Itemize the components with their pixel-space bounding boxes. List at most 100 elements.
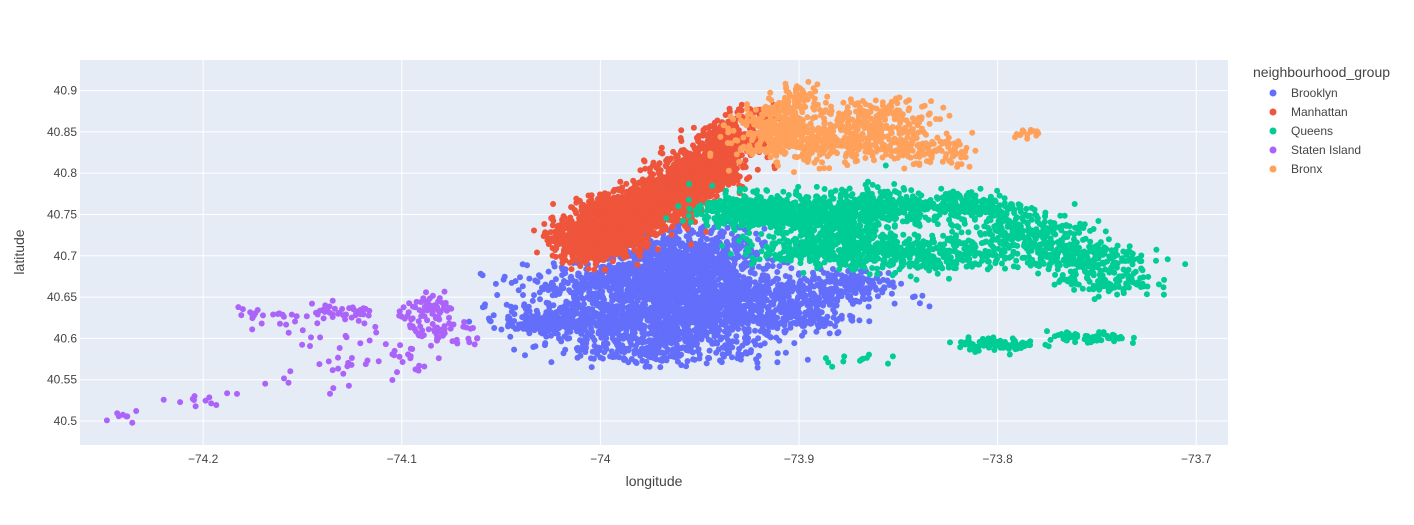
data-point <box>646 276 653 283</box>
data-point <box>821 289 828 296</box>
data-point <box>888 290 895 297</box>
data-point <box>666 254 673 261</box>
data-point <box>755 236 761 243</box>
data-point <box>708 328 715 335</box>
data-point <box>646 289 653 296</box>
data-point <box>730 242 737 249</box>
data-point <box>536 272 542 279</box>
data-point <box>717 273 724 280</box>
data-point <box>646 316 653 322</box>
data-point <box>752 287 759 294</box>
data-point <box>795 294 802 301</box>
data-point <box>574 347 581 354</box>
data-point <box>788 265 795 272</box>
data-point <box>560 310 567 317</box>
data-point <box>564 324 571 331</box>
data-point <box>789 312 796 319</box>
data-point <box>587 306 594 313</box>
data-point <box>655 275 662 282</box>
data-point <box>703 360 710 367</box>
data-point <box>658 287 665 294</box>
data-point <box>720 353 727 360</box>
data-point <box>608 315 615 322</box>
data-point <box>679 241 686 248</box>
data-point <box>665 320 672 327</box>
data-point <box>494 292 501 298</box>
data-point <box>705 289 712 296</box>
data-point <box>772 317 779 324</box>
data-point <box>642 363 649 370</box>
data-point <box>676 251 683 258</box>
data-point <box>633 282 640 289</box>
data-point <box>663 357 670 364</box>
data-point <box>479 272 486 279</box>
data-point <box>742 261 749 268</box>
data-point <box>874 293 881 300</box>
data-point <box>668 340 675 347</box>
data-point <box>847 312 853 319</box>
data-point <box>549 222 556 229</box>
data-point <box>769 324 776 330</box>
data-point <box>711 318 718 325</box>
data-point <box>541 221 548 227</box>
data-point <box>549 214 556 221</box>
data-point <box>832 323 839 329</box>
data-point <box>833 288 840 294</box>
data-point <box>651 317 658 324</box>
data-point <box>773 334 780 341</box>
data-point <box>509 323 516 330</box>
data-point <box>580 246 587 253</box>
data-point <box>591 234 598 241</box>
data-point <box>830 306 837 313</box>
data-point <box>706 283 713 290</box>
data-point <box>492 280 499 287</box>
data-point <box>627 339 634 346</box>
data-point <box>679 299 686 305</box>
data-point <box>521 301 528 308</box>
data-point <box>609 272 616 279</box>
data-point <box>485 315 492 322</box>
data-point <box>548 359 555 366</box>
data-point <box>639 290 646 297</box>
data-point <box>551 319 558 326</box>
data-point <box>603 328 610 335</box>
data-point <box>655 246 661 253</box>
data-point <box>571 323 578 330</box>
data-point <box>760 318 767 325</box>
data-point <box>532 321 539 328</box>
data-point <box>735 290 742 297</box>
data-point <box>675 225 682 231</box>
data-point <box>696 351 703 358</box>
data-point <box>694 279 701 286</box>
data-point <box>763 290 769 297</box>
data-point <box>698 332 705 339</box>
data-point <box>686 281 693 288</box>
data-point <box>632 273 639 280</box>
data-point <box>522 352 528 359</box>
data-point <box>614 347 621 354</box>
data-point <box>701 250 708 256</box>
data-point <box>556 305 563 312</box>
data-point <box>571 221 578 228</box>
data-point <box>519 283 526 290</box>
data-point <box>582 349 589 355</box>
data-point <box>661 282 668 289</box>
data-point <box>826 301 833 308</box>
data-point <box>919 292 926 299</box>
data-point <box>500 276 507 283</box>
data-point <box>616 310 623 317</box>
data-point <box>621 254 628 261</box>
data-point <box>693 288 700 295</box>
data-point <box>651 331 658 338</box>
data-point <box>815 324 822 331</box>
data-point <box>588 364 595 371</box>
data-point <box>749 305 755 312</box>
data-point <box>521 314 528 321</box>
data-point <box>698 299 705 306</box>
data-point <box>638 345 645 352</box>
data-point <box>668 244 675 251</box>
data-point <box>637 316 644 323</box>
data-point <box>710 240 717 247</box>
data-point <box>712 339 719 345</box>
data-point <box>676 279 683 286</box>
